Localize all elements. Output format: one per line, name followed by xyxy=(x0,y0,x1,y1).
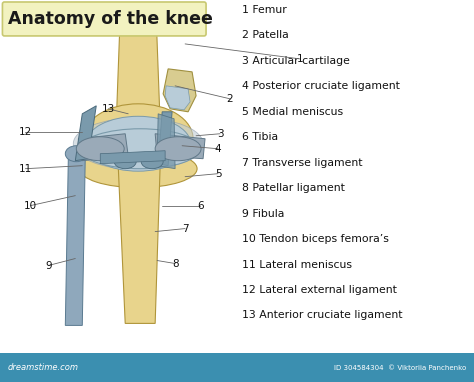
Text: 3 Articular cartilage: 3 Articular cartilage xyxy=(242,56,350,66)
Text: 9 Fibula: 9 Fibula xyxy=(242,209,284,219)
Text: 9: 9 xyxy=(45,261,52,270)
Text: 1: 1 xyxy=(297,54,303,64)
Text: 12: 12 xyxy=(19,127,32,137)
Text: 13: 13 xyxy=(101,104,115,114)
Text: 4: 4 xyxy=(215,144,221,154)
Ellipse shape xyxy=(79,150,197,188)
Text: 13 Anterior cruciate ligament: 13 Anterior cruciate ligament xyxy=(242,311,402,320)
Polygon shape xyxy=(155,134,205,159)
Polygon shape xyxy=(65,156,85,325)
Polygon shape xyxy=(158,112,172,166)
Text: 3: 3 xyxy=(217,129,223,139)
Polygon shape xyxy=(100,151,165,164)
Polygon shape xyxy=(157,114,175,169)
Text: 2: 2 xyxy=(227,94,233,104)
Ellipse shape xyxy=(73,118,203,170)
Polygon shape xyxy=(75,106,96,161)
Ellipse shape xyxy=(155,137,201,161)
Ellipse shape xyxy=(114,155,136,169)
Text: 1 Femur: 1 Femur xyxy=(242,5,287,15)
Text: Anatomy of the knee: Anatomy of the knee xyxy=(9,10,213,28)
Polygon shape xyxy=(78,134,128,161)
Text: 7: 7 xyxy=(182,223,188,233)
Text: 8: 8 xyxy=(172,259,178,269)
Polygon shape xyxy=(118,166,160,324)
Ellipse shape xyxy=(65,146,87,162)
Text: 10 Tendon biceps femora’s: 10 Tendon biceps femora’s xyxy=(242,234,389,244)
Text: dreamstime.com: dreamstime.com xyxy=(8,363,79,372)
Ellipse shape xyxy=(86,116,191,171)
Text: 10: 10 xyxy=(24,201,37,210)
FancyBboxPatch shape xyxy=(2,2,206,36)
Text: 5 Medial meniscus: 5 Medial meniscus xyxy=(242,107,343,117)
Text: 6 Tibia: 6 Tibia xyxy=(242,132,278,142)
Ellipse shape xyxy=(76,137,124,161)
Text: 11 Lateral meniscus: 11 Lateral meniscus xyxy=(242,259,352,270)
Ellipse shape xyxy=(80,129,200,169)
Text: 12 Lateral external ligament: 12 Lateral external ligament xyxy=(242,285,397,295)
Text: 7 Transverse ligament: 7 Transverse ligament xyxy=(242,158,363,168)
Text: 8 Patellar ligament: 8 Patellar ligament xyxy=(242,183,345,193)
Ellipse shape xyxy=(83,104,193,174)
Text: 11: 11 xyxy=(19,164,32,174)
Polygon shape xyxy=(165,86,190,110)
Text: 5: 5 xyxy=(215,169,221,179)
Text: 2 Patella: 2 Patella xyxy=(242,31,289,40)
Ellipse shape xyxy=(141,155,163,169)
Text: 6: 6 xyxy=(197,201,203,210)
Polygon shape xyxy=(163,69,196,112)
Text: 4 Posterior cruciate ligament: 4 Posterior cruciate ligament xyxy=(242,81,400,91)
Polygon shape xyxy=(116,16,160,124)
Text: ID 304584304  © Viktoriia Panchenko: ID 304584304 © Viktoriia Panchenko xyxy=(334,365,466,371)
